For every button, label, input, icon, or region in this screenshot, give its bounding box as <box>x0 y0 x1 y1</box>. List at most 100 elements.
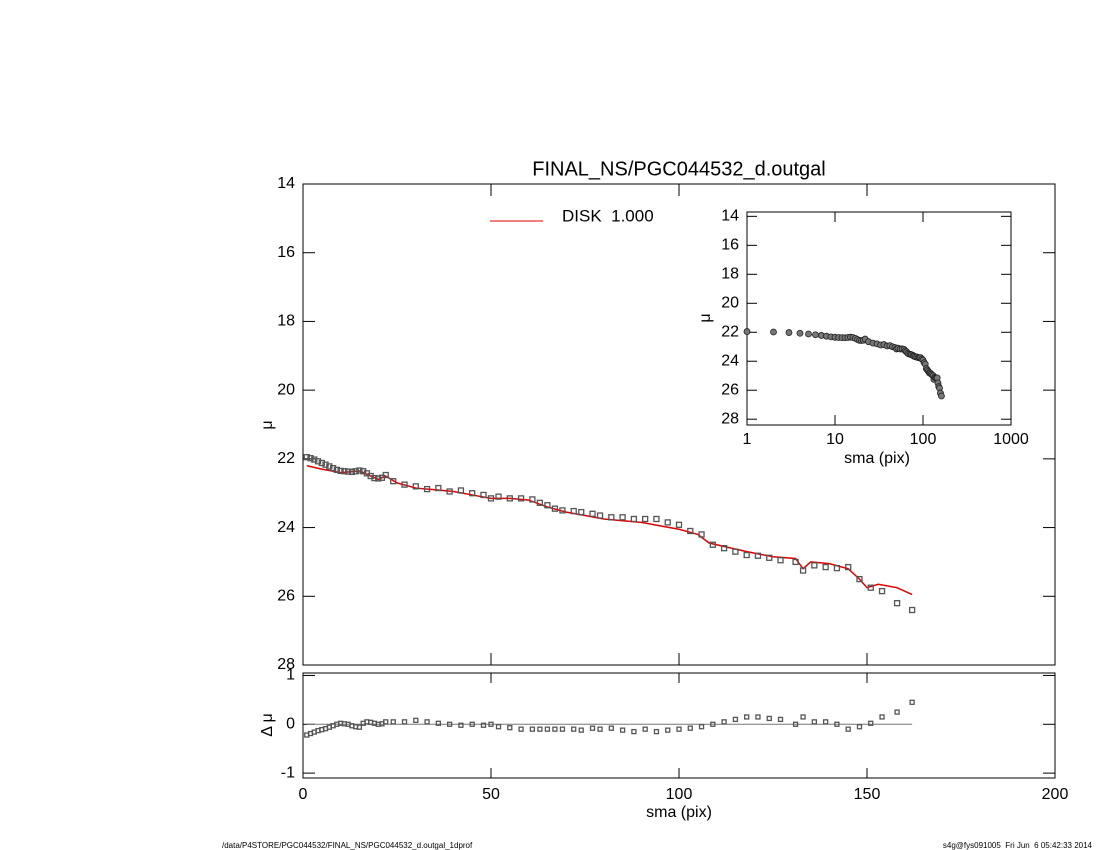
residual-point <box>800 714 806 720</box>
y-tick-label: 28 <box>721 410 739 427</box>
data-point <box>845 563 852 571</box>
residual-point <box>698 724 705 730</box>
y-tick-label: 24 <box>721 352 739 369</box>
residual-point <box>507 725 513 731</box>
data-point <box>318 459 325 467</box>
data-point <box>344 468 352 475</box>
data-point <box>495 493 502 500</box>
data-point <box>506 495 513 502</box>
chart-title: FINAL_NS/PGC044532_d.outgal <box>532 158 826 180</box>
y-tick-label: -1 <box>281 764 295 781</box>
data-point <box>720 545 728 552</box>
residual-point <box>480 722 487 728</box>
data-point <box>348 468 356 476</box>
y-tick-label: 16 <box>277 244 295 261</box>
residual-point <box>845 726 851 732</box>
data-point <box>382 471 389 479</box>
data-point <box>337 467 344 475</box>
residual-point <box>544 726 551 732</box>
data-point <box>822 563 829 571</box>
data-point <box>307 455 314 462</box>
data-point <box>371 474 378 482</box>
y-tick-label: 28 <box>277 656 295 673</box>
inset-point <box>743 328 751 335</box>
data-point <box>653 515 660 523</box>
data-point <box>326 463 333 470</box>
data-point <box>341 468 348 475</box>
data-point <box>743 551 750 559</box>
residual-point <box>424 719 430 725</box>
y-tick-label: 20 <box>721 295 739 312</box>
data-point <box>619 514 626 521</box>
data-point <box>766 554 773 561</box>
residual-point <box>710 721 716 727</box>
data-point <box>878 587 886 595</box>
model-line <box>306 464 913 596</box>
y-tick-label: 20 <box>277 381 295 398</box>
residual-point <box>665 727 671 733</box>
residual-point <box>653 728 660 735</box>
inset-point <box>796 329 804 337</box>
data-point <box>412 483 419 490</box>
data-point <box>423 485 431 493</box>
y-axis-label: Δ μ <box>259 713 276 736</box>
residual-point <box>458 722 464 728</box>
data-point <box>390 478 397 485</box>
residual-point <box>755 714 761 720</box>
y-tick-label: 26 <box>721 381 739 398</box>
residual-point <box>834 721 840 727</box>
residual-point <box>676 726 682 732</box>
residual-point <box>879 714 885 720</box>
data-point <box>322 461 329 468</box>
y-axis-label: μ <box>259 420 276 429</box>
residual-point <box>571 726 577 732</box>
residual-point <box>413 717 419 724</box>
y-tick-label: 26 <box>277 588 295 605</box>
y-tick-label: 24 <box>277 519 295 536</box>
data-point <box>311 456 318 463</box>
data-point <box>792 558 799 566</box>
residual-point <box>390 719 396 725</box>
residual-point <box>687 725 693 731</box>
data-point <box>314 458 322 465</box>
data-point <box>698 531 705 538</box>
data-point <box>529 496 536 503</box>
x-tick-label: 100 <box>666 786 693 803</box>
data-point <box>811 562 818 569</box>
y-tick-label: 14 <box>277 175 295 192</box>
data-point <box>596 512 604 519</box>
data-point <box>329 464 337 472</box>
data-point <box>799 567 807 574</box>
residual-point <box>631 728 637 735</box>
residual-point <box>559 726 566 732</box>
data-point <box>664 519 671 526</box>
data-point <box>517 495 525 502</box>
x-tick-label: 0 <box>299 786 308 803</box>
data-point <box>732 548 739 555</box>
data-point <box>401 481 408 488</box>
data-point <box>435 484 442 492</box>
y-tick-label: 22 <box>277 450 295 467</box>
residual-point <box>732 716 739 723</box>
y-tick-label: 1 <box>286 667 295 684</box>
residual-point <box>401 719 408 725</box>
residual-point <box>619 727 626 733</box>
data-point <box>446 488 453 495</box>
residual-point <box>383 719 389 725</box>
y-axis-label: μ <box>697 313 714 322</box>
data-point <box>709 541 716 548</box>
y-tick-label: 16 <box>721 237 739 254</box>
legend-label: DISK 1.000 <box>562 206 654 225</box>
data-point <box>608 514 615 521</box>
data-point <box>630 515 638 523</box>
residual-point <box>469 721 475 727</box>
data-point <box>675 521 683 528</box>
residual-point <box>642 726 648 732</box>
residual-point <box>792 721 799 727</box>
y-tick-label: 0 <box>286 715 295 732</box>
data-point <box>833 564 841 572</box>
residual-point <box>608 725 614 731</box>
inset-point <box>770 328 777 336</box>
data-point <box>642 515 649 523</box>
